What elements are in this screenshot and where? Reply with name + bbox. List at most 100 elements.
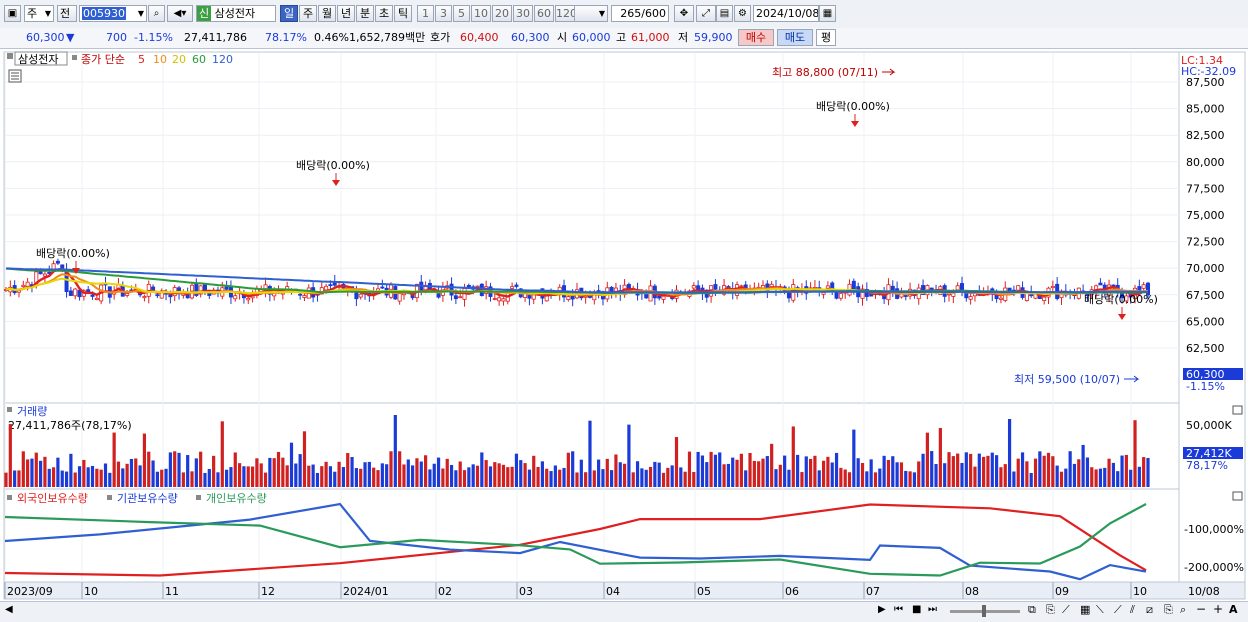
volume-bar [839, 467, 843, 487]
period-button-6[interactable]: 틱 [394, 5, 412, 22]
volume-bar [1046, 452, 1051, 487]
window-menu-icon[interactable]: ▣ [4, 5, 21, 22]
y-tick-label: 75,000 [1186, 209, 1225, 222]
screenshot-icon[interactable]: ⧉ [1028, 603, 1036, 616]
volume-bar [808, 458, 813, 487]
zoom-icon[interactable]: ⌕ [1180, 603, 1187, 616]
dividend-arrow-icon [72, 268, 80, 274]
volume-bar [268, 457, 272, 487]
calendar-icon[interactable]: ▦ [819, 5, 836, 22]
volume-y-tick: 50,000K [1186, 419, 1232, 432]
trend-line-icon[interactable]: ⟋ [1062, 603, 1070, 616]
zoom-out-icon[interactable]: − [1196, 602, 1207, 616]
x-axis-label: 07 [866, 585, 880, 598]
minute-button-10[interactable]: 10 [471, 5, 491, 22]
period-button-2[interactable]: 월 [318, 5, 336, 22]
y-tick-label: 80,000 [1186, 156, 1225, 169]
x-axis-right-label: 10/08 [1188, 585, 1220, 598]
period-button-5[interactable]: 초 [375, 5, 393, 22]
volume-bar [441, 468, 445, 487]
period-button-1[interactable]: 주 [299, 5, 317, 22]
holding-y-tick-2: -200,000% [1184, 561, 1244, 574]
volume-bar [13, 470, 17, 487]
minute-button-5[interactable]: 5 [453, 5, 470, 22]
date-input[interactable]: 2024/10/08 [753, 5, 819, 22]
minute-button-60[interactable]: 60 [534, 5, 554, 22]
type-select[interactable]: 전 [57, 5, 77, 22]
market-select[interactable]: 주 ▼ [24, 5, 54, 22]
x-axis-label: 10 [1133, 585, 1147, 598]
volume-bar [354, 468, 358, 487]
volume-bar [527, 469, 532, 487]
volume-bar [359, 468, 363, 487]
turnover-rate: 0.46% [314, 31, 349, 44]
period-button-3[interactable]: 년 [337, 5, 355, 22]
sell-button[interactable]: 매도 [777, 29, 813, 46]
close-panel-icon[interactable] [1232, 491, 1243, 501]
volume-bar [233, 452, 237, 487]
x-axis-label: 11 [165, 585, 179, 598]
volume-bar [640, 468, 644, 487]
drawing-tool-icon[interactable]: ⤢ [696, 5, 716, 22]
candle-body [998, 297, 1003, 300]
stock-code-input[interactable]: 005930 ▼ [79, 5, 147, 22]
minute-button-1[interactable]: 1 [417, 5, 434, 22]
stock-chart[interactable]: 삼성전자 종가 단순 5 10 20 60 120 LC:1.34 HC:-32… [0, 49, 1248, 601]
minute-button-20[interactable]: 20 [492, 5, 512, 22]
market-select-value: 주 [27, 7, 38, 20]
volume-bar [553, 465, 557, 487]
volume-bar [56, 457, 60, 487]
zoom-slider-handle[interactable] [982, 605, 986, 617]
scroll-left-icon[interactable]: ◀ [5, 604, 13, 615]
volume-bar [1111, 462, 1115, 487]
stock-name-field[interactable]: 신 삼성전자 [196, 5, 276, 22]
scroll-right-icon[interactable]: ▶ [878, 604, 886, 615]
rewind-icon[interactable]: ⏮ [894, 604, 903, 615]
buy-button[interactable]: 매수 [738, 29, 774, 46]
volume-bar [289, 442, 294, 487]
crosshair-icon[interactable]: ✥ [674, 5, 694, 22]
evaluation-button[interactable]: 평 [816, 29, 836, 46]
save-icon[interactable]: ▤ [716, 5, 733, 22]
copy-icon[interactable]: ⎘ [1164, 603, 1173, 616]
unit-select[interactable]: ▼ [574, 5, 608, 22]
gear-icon[interactable]: ⚙ [734, 5, 751, 22]
panel-handle-icon [7, 53, 13, 59]
y-tick-label: 62,500 [1186, 342, 1225, 355]
volume-bar [960, 462, 964, 487]
volume-bar [934, 464, 938, 487]
fast-forward-icon[interactable]: ⏭ [928, 604, 937, 615]
speaker-icon[interactable]: ◀▾ [167, 5, 193, 22]
x-axis-label: 04 [606, 585, 620, 598]
low-label: 저 [678, 31, 689, 44]
stop-icon[interactable]: ■ [912, 604, 922, 615]
candle-body [786, 292, 791, 299]
period-button-4[interactable]: 분 [356, 5, 374, 22]
volume-bar [1003, 464, 1007, 487]
candle-body [1085, 293, 1090, 297]
y-tick-label: 85,000 [1186, 103, 1225, 116]
search-icon[interactable]: ⌕ [148, 5, 165, 22]
chart-area[interactable]: 삼성전자 종가 단순 5 10 20 60 120 LC:1.34 HC:-32… [0, 49, 1248, 601]
period-button-0[interactable]: 일 [280, 5, 298, 22]
minute-button-30[interactable]: 30 [513, 5, 533, 22]
volume-bar [899, 462, 904, 487]
volume-bar [255, 458, 259, 487]
channel-tool-icon[interactable]: ⧄ [1146, 603, 1153, 616]
text-tool-icon[interactable]: A [1229, 603, 1238, 616]
count-input[interactable]: 265/600 [611, 5, 669, 22]
ray-tool-icon[interactable]: ⟋ [1114, 603, 1122, 616]
close-panel-icon[interactable] [1232, 405, 1243, 415]
minute-button-120[interactable]: 120 [555, 5, 577, 22]
volume-bar [1098, 468, 1103, 487]
zoom-in-icon[interactable]: + [1213, 602, 1224, 616]
minute-button-3[interactable]: 3 [435, 5, 452, 22]
grid-icon[interactable]: ▦ [1080, 603, 1091, 616]
volume-bar [744, 470, 748, 487]
fib-tool-icon[interactable]: ⫽ [1130, 603, 1135, 616]
line-tool-icon[interactable]: ⟍ [1096, 603, 1104, 616]
volume-bar [493, 462, 497, 487]
copy-icon[interactable]: ⎘ [1046, 603, 1055, 616]
volume-bar [705, 462, 709, 487]
